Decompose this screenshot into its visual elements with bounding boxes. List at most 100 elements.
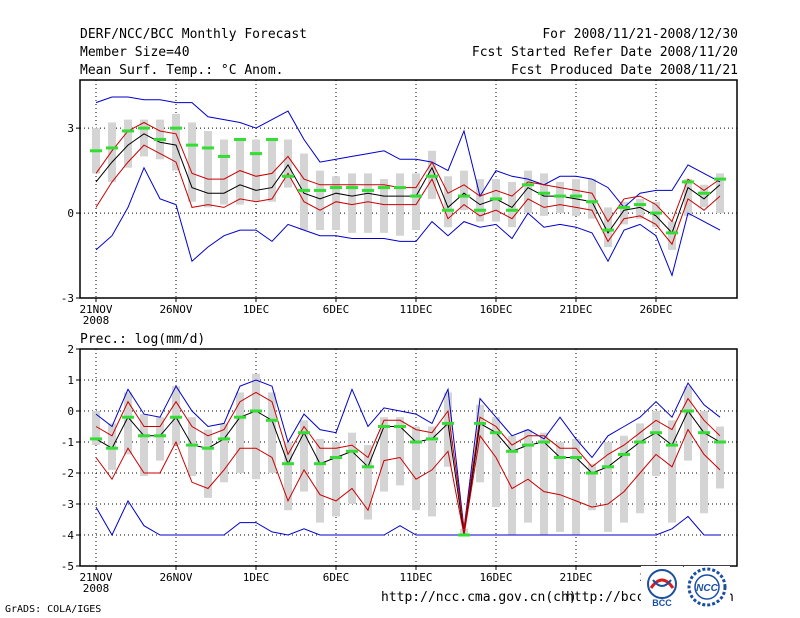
temp-xtick-label: 26DEC [639, 303, 672, 316]
temp-line-ensemble-min [95, 166, 721, 277]
forecast-produced-date: Fcst Produced Date 2008/11/21 [511, 63, 738, 78]
prec-spread-box [476, 404, 484, 483]
temp-spread-box [188, 122, 196, 202]
temp-spread-box [140, 119, 148, 157]
precip-panel-title: Prec.: log(mm/d) [80, 332, 206, 347]
prec-spread-box [588, 463, 596, 511]
prec-spread-box [268, 392, 276, 473]
temp-line-ensemble-mean [95, 133, 721, 234]
temp-spread-box [700, 184, 708, 208]
temp-spread-box [460, 170, 468, 211]
prec-spread-box [572, 438, 580, 535]
temp-spread-box [252, 139, 260, 202]
temp-xtick-label: 16DEC [479, 303, 512, 316]
prec-spread-box [348, 432, 356, 504]
prec-xtick-label: 6DEC [323, 571, 350, 584]
prec-spread-box [700, 411, 708, 514]
ncc-url-link[interactable]: http://ncc.cma.gov.cn(ch) [381, 590, 577, 605]
prec-spread-box [92, 411, 100, 446]
temp-line-mean-spread [95, 121, 721, 223]
prec-xtick-label: 16DEC [479, 571, 512, 584]
grads-credit: GrADS: COLA/IGES [5, 604, 102, 615]
prec-xtick-label: 21DEC [559, 571, 592, 584]
ncc-logo-text: NCC [696, 583, 718, 594]
temp-xtick-label: 11DEC [399, 303, 432, 316]
prec-spread-box [124, 392, 132, 455]
prec-spread-box [604, 442, 612, 532]
prec-frame [79, 348, 738, 567]
temp-spread-box [220, 139, 228, 205]
prec-xtick-label: 21NOV [79, 571, 112, 584]
forecast-start-date: Fcst Started Refer Date 2008/11/20 [471, 45, 738, 60]
ncc-logo: NCC [684, 566, 730, 610]
prec-xtick-label: 1DEC [243, 571, 270, 584]
prec-xtick-label: 26NOV [159, 571, 192, 584]
temp-xtick-label: 1DEC [243, 303, 270, 316]
prec-spread-box [524, 429, 532, 523]
prec-spread-box [428, 426, 436, 517]
bcc-logo-text: BCC [652, 598, 672, 608]
temp-spread-box [204, 130, 212, 208]
prec-spread-box [380, 417, 388, 492]
temp-spread-box [524, 170, 532, 214]
temp-year-label: 2008 [83, 314, 110, 327]
prec-spread-box [172, 386, 180, 446]
prec-spread-box [108, 423, 116, 470]
temp-spread-box [412, 173, 420, 231]
prec-ytick-label: -5 [61, 560, 74, 573]
temp-spread-box [316, 170, 324, 231]
prec-year-label: 2008 [83, 582, 110, 595]
prec-ytick-label: -3 [61, 498, 74, 511]
temp-spread-box [636, 198, 644, 219]
temp-spread-box [668, 221, 676, 250]
bcc-url-link[interactable]: http://bcc.c [566, 590, 660, 605]
prec-spread-box [284, 442, 292, 511]
member-size-label: Member Size=40 [80, 45, 190, 60]
temp-spread-box [604, 207, 612, 248]
temp-spread-box [588, 179, 596, 219]
temp-spread-box [380, 179, 388, 233]
temp-ytick-label: -3 [61, 292, 74, 305]
temp-spread-box [236, 139, 244, 205]
prec-spread-box [652, 411, 660, 477]
temp-xtick-label: 21NOV [79, 303, 112, 316]
chart-title: DERF/NCC/BCC Monthly Forecast [80, 27, 307, 42]
prec-spread-box [140, 414, 148, 477]
prec-spread-box [668, 420, 676, 523]
prec-line-ensemble-max [95, 379, 721, 529]
prec-spread-box [364, 445, 372, 520]
prec-spread-box [396, 417, 404, 486]
prec-xtick-label: 11DEC [399, 571, 432, 584]
prec-ytick-label: 2 [67, 343, 74, 356]
temp-panel: 3 0 -3 21NOV 26NOV 1DEC 6DEC 11DEC 16DEC 21DEC 26D… [61, 79, 738, 327]
temp-frame [79, 79, 738, 299]
temp-xtick-label: 21DEC [559, 303, 592, 316]
temp-xtick-label: 6DEC [323, 303, 350, 316]
prec-line-ensemble-min [95, 499, 720, 537]
prec-ytick-label: 0 [67, 405, 74, 418]
temp-spread-box [348, 173, 356, 233]
temp-xtick-label: 26NOV [159, 303, 192, 316]
prec-ytick-label: 1 [67, 374, 74, 387]
prec-spread-box [540, 432, 548, 535]
prec-ytick-label: -2 [61, 467, 74, 480]
temp-spread-box [364, 173, 372, 233]
prec-line-ensemble-mean [95, 410, 721, 536]
temp-spread-box [172, 113, 180, 171]
prec-spread-box [412, 426, 420, 511]
temp-spread-box [476, 179, 484, 222]
temp-spread-box [332, 176, 340, 231]
temp-ytick-label: 3 [67, 122, 74, 135]
prec-line-mean-spread [95, 391, 721, 529]
temp-spread-box [268, 139, 276, 202]
forecast-period: For 2008/11/21-2008/12/30 [542, 27, 738, 42]
prec-spread-box [444, 392, 452, 467]
prec-spread-box [204, 429, 212, 498]
temp-ytick-label: 0 [67, 207, 74, 220]
prec-spread-box [316, 438, 324, 523]
temp-line-mean-spread [95, 144, 721, 246]
prec-spread-box [332, 442, 340, 517]
prec-spread-box [252, 373, 260, 480]
prec-spread-box [236, 392, 244, 473]
temp-spread-box [124, 119, 132, 168]
